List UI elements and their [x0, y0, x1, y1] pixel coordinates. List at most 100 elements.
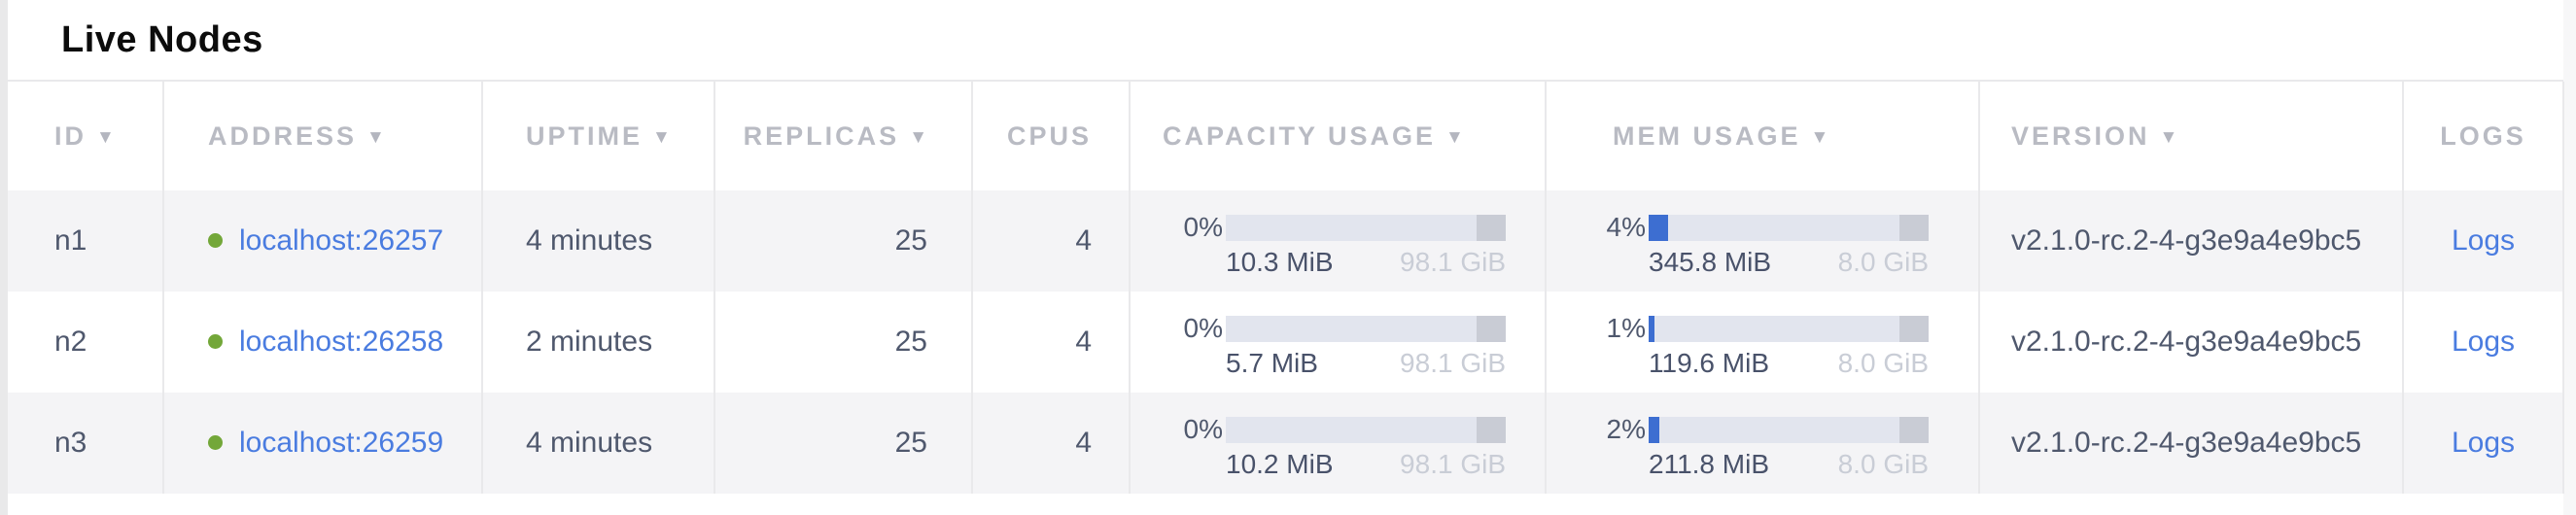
column-header-cpus: CPUS: [972, 82, 1131, 190]
mem-usage-cell: 1% 119.6 MiB 8.0 GiB: [1546, 292, 1980, 393]
mem-bar-endcap: [1899, 315, 1929, 342]
mem-bar-fill: [1649, 214, 1668, 241]
node-uptime-cell: 2 minutes: [482, 292, 715, 393]
table-row: n2 localhost:26258 2 minutes 25 4 0%: [8, 292, 2564, 393]
node-logs-cell: Logs: [2403, 393, 2564, 494]
column-label: CPUS: [1006, 120, 1092, 151]
mem-usage-meter: 4% 345.8 MiB 8.0 GiB: [1583, 212, 1977, 276]
node-cpus-cell: 4: [972, 393, 1131, 494]
node-address-link[interactable]: localhost:26259: [239, 427, 444, 459]
node-id-cell: n3: [8, 393, 164, 494]
capacity-labels: 10.2 MiB 98.1 GiB: [1226, 451, 1506, 478]
capacity-bar: [1226, 416, 1506, 443]
capacity-percent-label: 0%: [1183, 212, 1223, 242]
mem-used-label: 119.6 MiB: [1649, 348, 1769, 378]
mem-bar: [1649, 416, 1929, 443]
capacity-bar: [1226, 315, 1506, 342]
mem-bar-endcap: [1899, 214, 1929, 241]
table-header-row: ID ▼ ADDRESS ▼ UPTIME ▼ REPLICAS ▼ CPUS CAPA…: [8, 82, 2564, 190]
column-header-uptime[interactable]: UPTIME ▼: [482, 82, 715, 190]
capacity-usage-cell: 0% 10.2 MiB 98.1 GiB: [1130, 393, 1547, 494]
capacity-bar-endcap: [1477, 416, 1506, 443]
mem-usage-meter: 1% 119.6 MiB 8.0 GiB: [1583, 313, 1977, 377]
column-label: LOGS: [2440, 120, 2526, 151]
column-header-address[interactable]: ADDRESS ▼: [163, 82, 483, 190]
live-status-icon: [208, 233, 223, 248]
mem-bar-endcap: [1899, 416, 1929, 443]
logs-link[interactable]: Logs: [2451, 326, 2516, 358]
node-replicas-cell: 25: [714, 393, 973, 494]
capacity-usage-meter: 0% 10.2 MiB 98.1 GiB: [1160, 414, 1544, 478]
live-nodes-table: ID ▼ ADDRESS ▼ UPTIME ▼ REPLICAS ▼ CPUS CAPA…: [8, 82, 2564, 494]
capacity-labels: 5.7 MiB 98.1 GiB: [1226, 350, 1506, 377]
capacity-labels: 10.3 MiB 98.1 GiB: [1226, 249, 1506, 276]
node-version-cell: v2.1.0-rc.2-4-g3e9a4e9bc5: [1979, 292, 2404, 393]
mem-total-label: 8.0 GiB: [1837, 348, 1929, 378]
mem-total-label: 8.0 GiB: [1837, 247, 1929, 277]
logs-link[interactable]: Logs: [2451, 224, 2516, 257]
mem-bar-fill: [1649, 416, 1659, 443]
mem-bar-fill: [1649, 315, 1655, 342]
node-cpus-cell: 4: [972, 292, 1131, 393]
table-row: n1 localhost:26257 4 minutes 25 4 0%: [8, 190, 2564, 292]
capacity-total-label: 98.1 GiB: [1400, 449, 1506, 479]
live-status-icon: [208, 435, 223, 450]
column-label: CAPACITY USAGE: [1163, 120, 1437, 151]
node-logs-cell: Logs: [2403, 292, 2564, 393]
node-uptime-cell: 4 minutes: [482, 393, 715, 494]
page-title: Live Nodes: [61, 18, 263, 60]
column-header-logs: LOGS: [2403, 82, 2564, 190]
capacity-used-label: 10.3 MiB: [1226, 247, 1334, 277]
column-label: ADDRESS: [208, 120, 358, 151]
capacity-bar: [1226, 214, 1506, 241]
node-logs-cell: Logs: [2403, 190, 2564, 292]
node-address-cell: localhost:26258: [163, 292, 483, 393]
node-address-link[interactable]: localhost:26257: [239, 224, 444, 257]
sort-desc-icon: ▼: [652, 126, 671, 148]
node-version-cell: v2.1.0-rc.2-4-g3e9a4e9bc5: [1979, 393, 2404, 494]
column-header-mem-usage[interactable]: MEM USAGE ▼: [1546, 82, 1980, 190]
mem-labels: 345.8 MiB 8.0 GiB: [1649, 249, 1929, 276]
capacity-usage-meter: 0% 10.3 MiB 98.1 GiB: [1160, 212, 1544, 276]
capacity-usage-cell: 0% 10.3 MiB 98.1 GiB: [1130, 190, 1547, 292]
capacity-usage-meter: 0% 5.7 MiB 98.1 GiB: [1160, 313, 1544, 377]
column-header-id[interactable]: ID ▼: [8, 82, 164, 190]
node-address-cell: localhost:26257: [163, 190, 483, 292]
column-label: VERSION: [2011, 120, 2150, 151]
column-header-capacity-usage[interactable]: CAPACITY USAGE ▼: [1130, 82, 1547, 190]
capacity-bar-endcap: [1477, 214, 1506, 241]
mem-usage-cell: 2% 211.8 MiB 8.0 GiB: [1546, 393, 1980, 494]
mem-used-label: 211.8 MiB: [1649, 449, 1769, 479]
node-address-cell: localhost:26259: [163, 393, 483, 494]
capacity-total-label: 98.1 GiB: [1400, 247, 1506, 277]
column-label: UPTIME: [526, 120, 644, 151]
node-version-cell: v2.1.0-rc.2-4-g3e9a4e9bc5: [1979, 190, 2404, 292]
sort-desc-icon: ▼: [1445, 126, 1464, 148]
capacity-used-label: 5.7 MiB: [1226, 348, 1318, 378]
logs-link[interactable]: Logs: [2451, 427, 2516, 459]
capacity-usage-cell: 0% 5.7 MiB 98.1 GiB: [1130, 292, 1547, 393]
mem-usage-cell: 4% 345.8 MiB 8.0 GiB: [1546, 190, 1980, 292]
mem-bar: [1649, 315, 1929, 342]
node-replicas-cell: 25: [714, 292, 973, 393]
column-header-version[interactable]: VERSION ▼: [1979, 82, 2404, 190]
column-label: REPLICAS: [743, 120, 900, 151]
mem-labels: 119.6 MiB 8.0 GiB: [1649, 350, 1929, 377]
sort-desc-icon: ▼: [909, 126, 927, 148]
node-cpus-cell: 4: [972, 190, 1131, 292]
sort-desc-icon: ▼: [366, 126, 385, 148]
mem-total-label: 8.0 GiB: [1837, 449, 1929, 479]
node-uptime-cell: 4 minutes: [482, 190, 715, 292]
node-address-link[interactable]: localhost:26258: [239, 326, 444, 358]
capacity-percent-label: 0%: [1183, 414, 1223, 444]
capacity-bar-endcap: [1477, 315, 1506, 342]
column-label: ID: [54, 120, 87, 151]
mem-bar: [1649, 214, 1929, 241]
mem-percent-label: 4%: [1606, 212, 1646, 242]
mem-used-label: 345.8 MiB: [1649, 247, 1772, 277]
mem-percent-label: 2%: [1606, 414, 1646, 444]
column-header-replicas[interactable]: REPLICAS ▼: [714, 82, 973, 190]
column-label: MEM USAGE: [1613, 120, 1801, 151]
card-header: Live Nodes: [8, 0, 2563, 82]
live-status-icon: [208, 334, 223, 349]
